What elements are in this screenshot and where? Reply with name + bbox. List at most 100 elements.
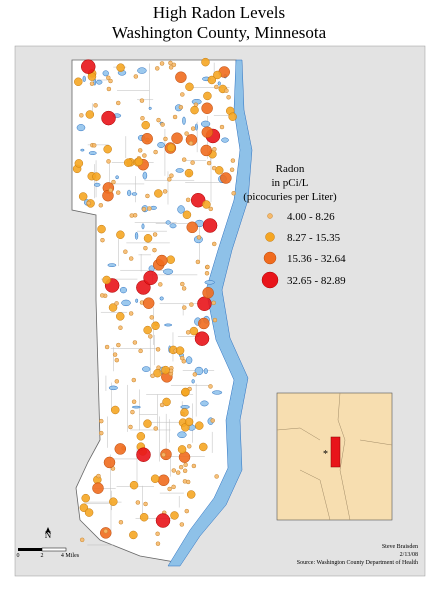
radon-site [101, 110, 116, 126]
radon-site [123, 249, 128, 254]
radon-site [181, 157, 187, 162]
lake [108, 385, 118, 391]
radon-site [140, 116, 145, 121]
radon-site [195, 421, 204, 430]
radon-site [133, 74, 139, 79]
radon-site [103, 144, 112, 154]
radon-site [93, 103, 98, 108]
radon-site [96, 473, 101, 479]
lake [119, 286, 127, 294]
radon-site [128, 256, 134, 261]
radon-site [136, 432, 146, 441]
lake [142, 171, 148, 180]
radon-site [115, 312, 125, 321]
radon-site [78, 192, 88, 201]
title: High Radon Levels [153, 3, 285, 22]
radon-site [143, 245, 148, 251]
radon-site [145, 193, 150, 199]
radon-site [153, 149, 158, 155]
lake [204, 280, 215, 285]
capital-marker: * [323, 449, 328, 460]
radon-site [97, 224, 106, 234]
radon-site [81, 493, 90, 503]
radon-site [169, 173, 174, 178]
radon-site [185, 479, 191, 485]
lake [175, 168, 184, 173]
radon-site [156, 254, 168, 267]
radon-site [162, 397, 171, 407]
radon-site [153, 426, 158, 431]
lake [164, 323, 173, 327]
radon-site [86, 200, 91, 206]
radon-site [175, 71, 187, 83]
radon-site [138, 348, 143, 354]
radon-site [128, 311, 134, 316]
radon-site [141, 207, 147, 212]
north-arrow: N [45, 530, 52, 540]
radon-site [187, 444, 192, 449]
lake [221, 137, 229, 143]
radon-site [184, 168, 194, 178]
radon-site [155, 513, 171, 528]
radon-site [166, 255, 175, 264]
radon-site [202, 287, 214, 299]
radon-site [172, 114, 178, 120]
radon-site [207, 75, 217, 85]
radon-site [74, 77, 83, 87]
radon-site [98, 203, 104, 208]
radon-site [79, 113, 84, 118]
lake [180, 405, 190, 409]
radon-site [137, 148, 143, 153]
radon-site [106, 86, 112, 92]
legend-symbol [267, 213, 273, 219]
lake [182, 116, 186, 125]
radon-site [152, 232, 158, 237]
radon-site [155, 531, 160, 537]
radon-site [91, 143, 97, 148]
radon-site [185, 197, 191, 203]
radon-site [116, 63, 125, 72]
radon-site [103, 456, 116, 469]
radon-site [155, 347, 161, 352]
radon-site [143, 234, 153, 243]
scale-label: 4 Miles [61, 553, 80, 559]
radon-site [160, 448, 172, 461]
radon-site [175, 346, 185, 355]
lake [135, 298, 139, 303]
radon-site [103, 528, 108, 534]
radon-site [154, 189, 163, 198]
radon-site [226, 95, 231, 100]
radon-site [190, 160, 195, 165]
scale-label: 0 [17, 553, 20, 559]
radon-site [109, 497, 118, 506]
lake [80, 148, 85, 152]
lake [82, 75, 86, 83]
lake [169, 223, 177, 229]
radon-site [104, 344, 110, 350]
radon-site [106, 75, 111, 81]
radon-site [118, 519, 124, 525]
radon-site [182, 305, 187, 310]
radon-site [115, 190, 121, 195]
lake [191, 379, 195, 384]
radon-site [114, 443, 127, 455]
radon-site [181, 286, 187, 291]
radon-site [112, 352, 118, 357]
radon-site [163, 136, 168, 142]
radon-site [111, 405, 120, 415]
radon-site [99, 418, 104, 424]
lake [157, 142, 165, 148]
radon-site [85, 110, 95, 119]
lake [121, 299, 131, 307]
radon-site [192, 372, 198, 377]
radon-site [149, 315, 154, 320]
radon-site [203, 91, 212, 101]
radon-site [201, 126, 214, 139]
radon-site [134, 157, 144, 166]
radon-site [151, 321, 160, 331]
radon-site [136, 447, 151, 462]
radon-site [102, 275, 111, 285]
radon-site [118, 325, 123, 330]
radon-site [219, 124, 225, 130]
scale-label: 2 [41, 553, 44, 559]
